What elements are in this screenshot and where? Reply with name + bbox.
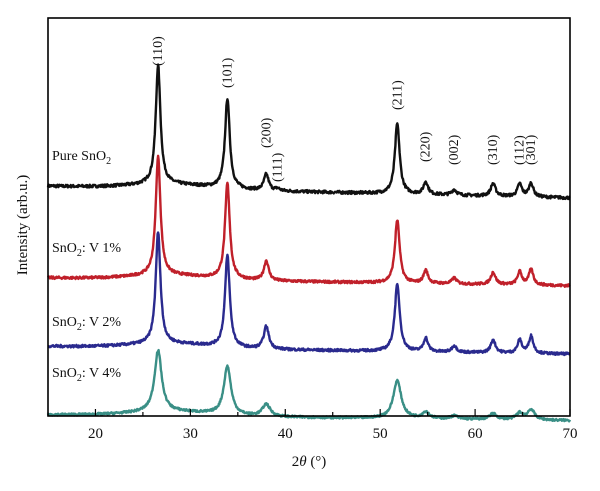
peak-label: (220)	[419, 131, 434, 162]
peak-label: (002)	[447, 134, 462, 165]
series-line	[46, 154, 571, 288]
peak-label: (211)	[390, 80, 405, 110]
series-label: SnO2: V 4%	[52, 366, 121, 384]
x-axis-ticks: 20 30 40 50 60 70	[47, 409, 578, 442]
x-tick-label: 30	[183, 426, 198, 442]
x-tick-label: 60	[468, 426, 483, 442]
peak-label: (101)	[220, 57, 235, 88]
series-labels: Pure SnO2 SnO2: V 1% SnO2: V 2% SnO2: V 4%	[52, 149, 121, 384]
series-label: SnO2: V 2%	[52, 315, 121, 333]
x-tick-label: 50	[373, 426, 388, 442]
peak-label: (110)	[151, 36, 166, 66]
peak-label: (200)	[259, 117, 274, 148]
series-label: SnO2: V 1%	[52, 241, 121, 259]
series-line	[46, 63, 571, 201]
x-tick-label: 40	[278, 426, 293, 442]
peak-label: (112)	[513, 135, 528, 165]
peak-label: (301)	[524, 134, 539, 165]
series-label: Pure SnO2	[52, 149, 111, 167]
y-axis-title: Intensity (arb.u.)	[15, 175, 31, 275]
x-tick-label: 20	[88, 426, 103, 442]
series-line	[47, 231, 571, 357]
plot-frame	[47, 17, 571, 417]
peak-labels: (110) (101) (200) (111) (211) (220) (002) (310)…	[151, 36, 539, 182]
peak-label: (310)	[486, 134, 501, 165]
x-tick-label: 70	[563, 426, 578, 442]
x-axis-title: 2θ (°)	[292, 454, 327, 470]
peak-label: (111)	[271, 152, 286, 182]
series-layer	[46, 63, 572, 423]
series-line	[46, 348, 572, 423]
